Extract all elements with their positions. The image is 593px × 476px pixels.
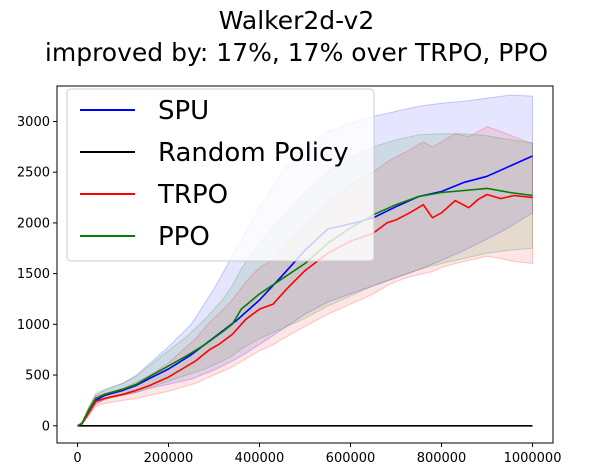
x-tick-label: 600000 [326, 451, 376, 466]
plot-frame [56, 85, 554, 444]
y-tick-label: 0 [42, 419, 50, 434]
y-tick-label: 1000 [17, 318, 50, 333]
series-line-trpo [77, 193, 533, 427]
chart-subtitle: improved by: 17%, 17% over TRPO, PPO [44, 38, 549, 67]
y-tick-label: 2000 [17, 216, 50, 231]
x-tick-label: 800000 [417, 451, 467, 466]
x-tick-label: 400000 [235, 451, 285, 466]
x-tick-label: 200000 [144, 451, 194, 466]
legend-label-trpo: TRPO [157, 180, 228, 210]
series-line-spu [77, 155, 533, 427]
x-tick-label: 1000000 [504, 451, 562, 466]
y-tick-label: 3000 [17, 115, 50, 130]
y-tick-label: 1500 [17, 267, 50, 282]
x-tick-label: 0 [73, 451, 81, 466]
legend-label-spu: SPU [158, 96, 209, 126]
legend-label-ppo: PPO [158, 222, 210, 252]
band-trpo [77, 126, 533, 427]
legend-box [66, 88, 375, 262]
chart-title: Walker2d-v2 [218, 6, 375, 35]
series-line-ppo [77, 187, 533, 427]
y-tick-label: 500 [25, 369, 50, 384]
legend-label-random-policy: Random Policy [158, 138, 349, 168]
y-tick-label: 2500 [17, 166, 50, 181]
